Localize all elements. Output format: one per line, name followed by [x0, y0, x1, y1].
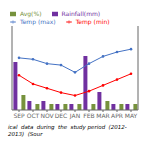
svg-text:MAR: MAR [96, 112, 109, 119]
html-text:Temp (max): Temp (max) [20, 18, 56, 25]
svg-text:JAN: JAN [69, 112, 80, 120]
html-text:ical data during the study per: ical data during the study period (2012-… [8, 124, 127, 137]
svg-text:SEP: SEP [13, 112, 25, 119]
svg-text:DEC: DEC [55, 112, 68, 119]
svg-text:NOV: NOV [40, 112, 54, 119]
html-text:Rainfall(mm): Rainfall(mm) [61, 10, 101, 17]
html-text:Temp (min): Temp (min) [75, 18, 110, 25]
svg-text:OCT: OCT [27, 112, 40, 119]
svg-text:APR: APR [111, 112, 123, 119]
svg-text:MAY: MAY [125, 112, 138, 119]
svg-text:FEB: FEB [83, 112, 94, 119]
html-text:Avg(%): Avg(%) [20, 10, 42, 17]
